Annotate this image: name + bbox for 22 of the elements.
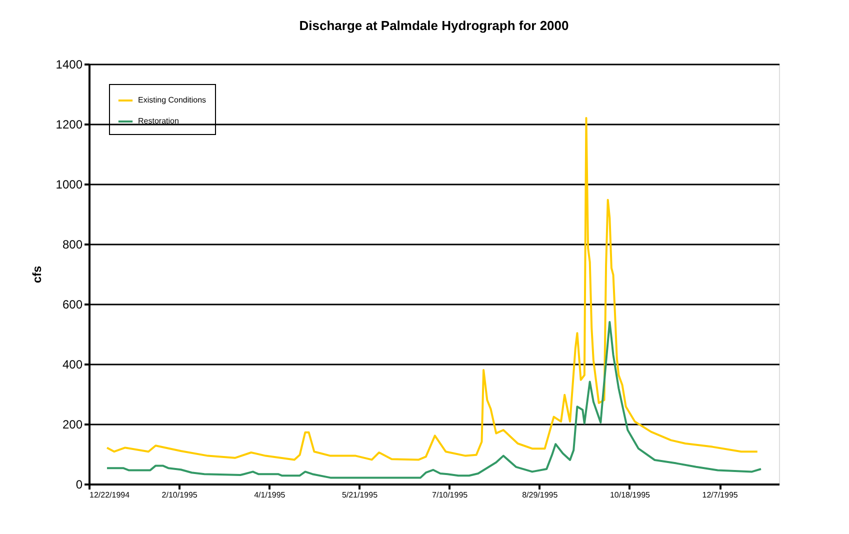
y-tick-label: 200 [62,418,83,432]
line-series [106,117,758,461]
x-tick-label: 5/21/1995 [342,490,378,500]
y-axis-title: cfs [30,266,44,284]
y-tick-label: 0 [76,478,83,492]
y-tick-label: 1400 [56,58,83,72]
x-tick-label: 12/7/1995 [702,490,738,500]
y-tick-label: 800 [62,238,83,252]
line-series [106,321,762,479]
chart-title: Discharge at Palmdale Hydrograph for 2000 [299,18,569,33]
y-tick-label: 600 [62,298,83,312]
x-tick-label: 4/1/1995 [254,490,286,500]
x-tick-label: 10/18/1995 [610,490,651,500]
x-tick-label: 7/10/1995 [432,490,468,500]
y-tick-label: 400 [62,358,83,372]
y-tick-label: 1200 [56,118,83,132]
x-tick-label: 2/10/1995 [162,490,198,500]
x-tick-label: 8/29/1995 [522,490,558,500]
y-tick-label: 1000 [56,178,83,192]
legend-label: Restoration [138,116,179,126]
x-tick-label: 12/22/1994 [90,490,130,500]
legend-label: Existing Conditions [138,96,206,104]
